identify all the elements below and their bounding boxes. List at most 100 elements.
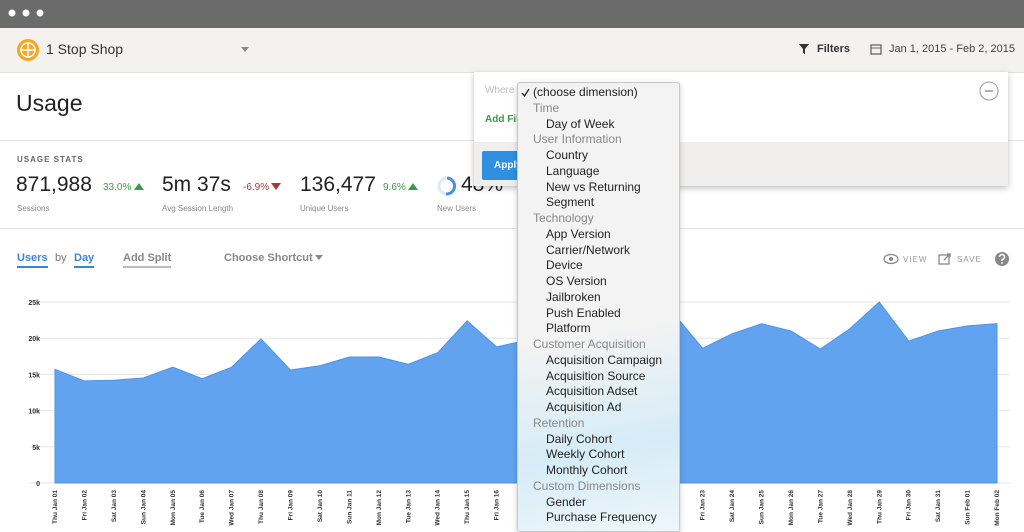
dropdown-group: Technology — [533, 211, 594, 225]
view-button[interactable]: VIEW — [903, 255, 928, 264]
dropdown-option[interactable]: Monthly Cohort — [546, 463, 628, 477]
trend-down — [271, 183, 281, 190]
dropdown-option[interactable]: Jailbroken — [546, 289, 601, 304]
check-icon — [521, 88, 530, 97]
dropdown-option[interactable]: Segment — [546, 195, 595, 210]
dropdown-option[interactable]: OS Version — [546, 274, 607, 288]
dropdown-option[interactable]: Push Enabled — [546, 305, 621, 320]
y-tick-label: 15k — [28, 372, 40, 379]
x-tick-label: Mon Jan 12 — [376, 490, 383, 526]
x-tick-label: Mon Feb 02 — [994, 490, 1001, 526]
x-tick-label: Sun Feb 01 — [965, 490, 972, 525]
metric-selector[interactable]: Users — [17, 252, 48, 268]
donut-icon — [437, 176, 457, 196]
stat-change: 33.0% — [103, 182, 132, 193]
x-tick-label: Wed Jan 07 — [229, 490, 236, 526]
stat-label: Sessions — [17, 204, 50, 213]
x-tick-label: Sat Jan 31 — [935, 490, 942, 523]
dropdown-group: User Information — [533, 132, 622, 147]
calendar-icon — [870, 44, 882, 55]
app-logo — [17, 39, 39, 61]
x-tick-label: Sun Jan 25 — [759, 490, 766, 525]
window-controls — [8, 9, 44, 17]
stat-value: 136,477 — [300, 173, 376, 196]
window-bar — [0, 0, 1024, 28]
dropdown-group: Time — [533, 100, 560, 115]
page-title: Usage — [16, 90, 83, 116]
trend-up — [134, 183, 144, 190]
by-label: by — [55, 252, 67, 264]
x-tick-label: Sun Jan 11 — [346, 490, 353, 524]
x-tick-label: Thu Jan 15 — [464, 490, 471, 524]
dropdown-option[interactable]: App Version — [546, 226, 611, 241]
stat-label: Unique Users — [300, 204, 349, 213]
x-tick-label: Sat Jan 10 — [317, 490, 324, 523]
trend-up — [408, 183, 418, 190]
stat-value: 5m 37s — [162, 173, 231, 196]
shortcut-selector[interactable]: Choose Shortcut — [224, 252, 313, 264]
x-tick-label: Sun Jan 04 — [140, 490, 147, 525]
dropdown-option[interactable]: Weekly Cohort — [546, 447, 625, 462]
dropdown-option[interactable]: Day of Week — [546, 116, 615, 131]
y-tick-label: 25k — [28, 300, 40, 307]
filters-button[interactable]: Filters — [817, 43, 851, 55]
filter-placeholder[interactable]: Where — [485, 85, 515, 96]
x-tick-label: Fri Jan 16 — [494, 490, 501, 521]
shortcut-caret[interactable] — [315, 255, 324, 262]
dropdown-option[interactable]: Purchase Frequency — [546, 510, 657, 525]
app-caret[interactable] — [240, 46, 250, 54]
dropdown-option[interactable]: Device — [546, 258, 583, 273]
stat-change: -6.9% — [243, 182, 270, 193]
x-tick-label: Fri Jan 30 — [906, 490, 913, 521]
stat-change: 9.6% — [383, 182, 406, 193]
dropdown-option[interactable]: (choose dimension) — [533, 85, 638, 99]
dropdown-option[interactable]: Country — [546, 148, 589, 162]
dropdown-group: Retention — [533, 415, 585, 430]
save-icon[interactable] — [938, 252, 952, 265]
dropdown-option[interactable]: Carrier/Network — [546, 242, 631, 257]
dropdown-group: Customer Acquisition — [533, 337, 646, 351]
x-tick-label: Tue Jan 06 — [199, 490, 206, 524]
x-tick-label: Tue Jan 13 — [405, 490, 412, 524]
help-icon[interactable] — [994, 251, 1010, 267]
x-tick-label: Thu Jan 01 — [52, 490, 59, 524]
view-icon[interactable] — [883, 253, 899, 265]
x-tick-label: Wed Jan 28 — [847, 490, 854, 526]
x-tick-label: Mon Jan 05 — [170, 490, 177, 526]
x-tick-label: Fri Jan 23 — [700, 490, 707, 521]
y-tick-label: 0 — [36, 481, 40, 488]
x-tick-label: Thu Jan 29 — [876, 490, 883, 524]
interval-selector[interactable]: Day — [74, 252, 95, 268]
x-tick-label: Tue Jan 27 — [817, 490, 824, 524]
dropdown-option[interactable]: Acquisition Adset — [546, 384, 638, 399]
x-tick-label: Sat Jan 24 — [729, 490, 736, 523]
add-split[interactable]: Add Split — [123, 252, 172, 268]
x-tick-label: Thu Jan 08 — [258, 490, 265, 524]
stat-label: Avg Session Length — [162, 204, 234, 213]
save-button[interactable]: SAVE — [957, 255, 982, 264]
dropdown-option[interactable]: Acquisition Campaign — [546, 352, 663, 367]
dimension-dropdown: (choose dimension) Time Day of Week User In… — [517, 82, 680, 532]
x-tick-label: Mon Jan 26 — [788, 490, 795, 526]
y-tick-label: 20k — [28, 336, 40, 343]
x-tick-label: Fri Jan 02 — [81, 490, 88, 521]
dropdown-option[interactable]: Language — [546, 163, 600, 178]
remove-filter[interactable] — [979, 81, 999, 101]
y-tick-label: 5k — [32, 445, 40, 452]
dropdown-option[interactable]: New vs Returning — [546, 179, 641, 194]
dropdown-option[interactable]: Daily Cohort — [546, 431, 613, 446]
date-range[interactable]: Jan 1, 2015 - Feb 2, 2015 — [889, 43, 1015, 55]
x-tick-label: Wed Jan 14 — [435, 490, 442, 526]
dropdown-group: Custom Dimensions — [533, 478, 641, 493]
x-tick-label: Fri Jan 09 — [288, 490, 295, 521]
dropdown-option[interactable]: Acquisition Ad — [546, 400, 622, 414]
y-tick-label: 10k — [28, 409, 40, 416]
stat-value: 871,988 — [16, 173, 92, 196]
app-name[interactable]: 1 Stop Shop — [46, 41, 124, 57]
dropdown-option[interactable]: Acquisition Source — [546, 368, 646, 383]
dropdown-option[interactable]: Platform — [546, 321, 591, 336]
add-filter[interactable]: Add Filter — [485, 114, 532, 125]
x-tick-label: Sat Jan 03 — [111, 490, 118, 523]
dropdown-option[interactable]: Gender — [546, 494, 587, 509]
